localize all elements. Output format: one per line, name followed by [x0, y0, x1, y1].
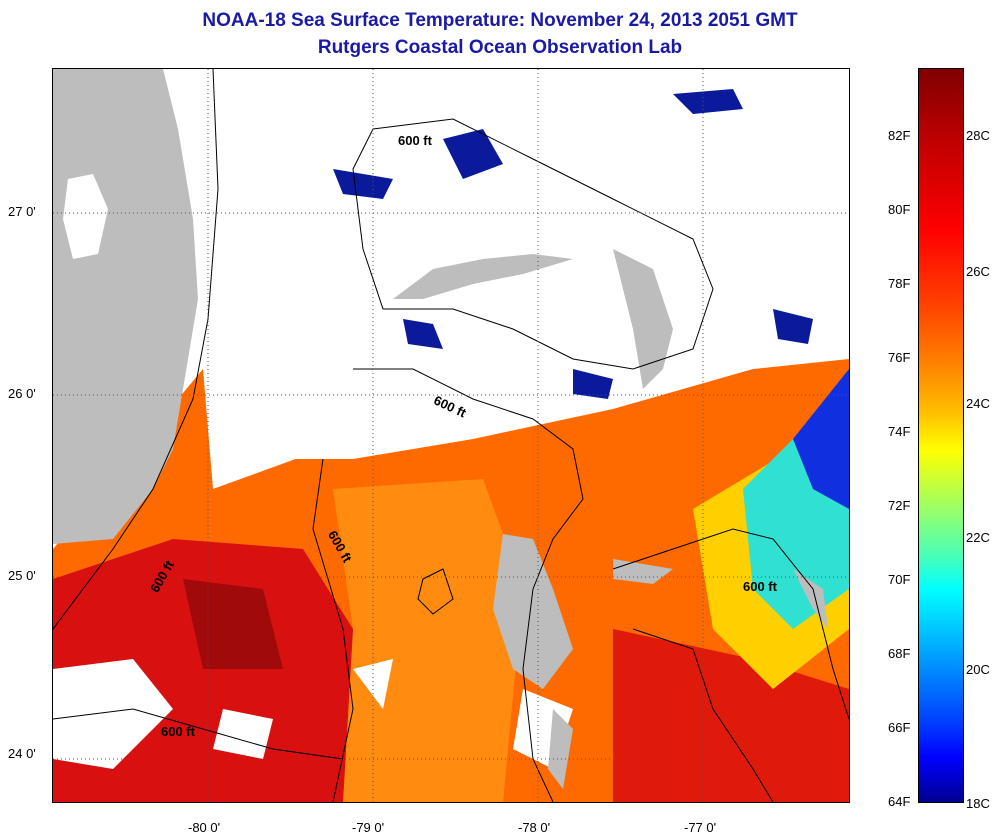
- colorbar-c-label: 20C: [966, 662, 990, 677]
- colorbar-f-label: 72F: [888, 498, 911, 513]
- latitude-label: 24 0': [8, 746, 36, 761]
- colorbar-f-label: 78F: [888, 276, 911, 291]
- sst-map-graphic: [53, 69, 849, 802]
- warm-water-band: [333, 479, 523, 802]
- map-title: NOAA-18 Sea Surface Temperature: Novembe…: [202, 10, 798, 31]
- contour-label: 600 ft: [743, 579, 777, 594]
- map-subtitle: Rutgers Coastal Ocean Observation Lab: [317, 37, 683, 58]
- colorbar-c-label: 24C: [966, 396, 990, 411]
- contour-label: 600 ft: [398, 133, 432, 148]
- lake-okeechobee: [63, 174, 108, 259]
- temperature-colorbar: [918, 68, 964, 803]
- longitude-label: -77 0': [684, 820, 717, 835]
- colorbar-f-label: 66F: [888, 720, 911, 735]
- contour-label: 600 ft: [161, 724, 195, 739]
- colorbar-f-label: 82F: [888, 128, 911, 143]
- latitude-label: 27 0': [8, 204, 36, 219]
- colorbar-f-label: 64F: [888, 794, 911, 809]
- cold-water-blue: [793, 369, 849, 509]
- colorbar-f-label: 76F: [888, 350, 911, 365]
- eleuthera-land: [613, 559, 673, 584]
- abaco-land: [613, 249, 673, 389]
- longitude-label: -79 0': [352, 820, 385, 835]
- cold-pixel-clusters: [63, 89, 813, 399]
- cloud-patches-south: [53, 659, 573, 769]
- colorbar-f-label: 68F: [888, 646, 911, 661]
- colorbar-c-label: 18C: [966, 796, 990, 811]
- colorbar-c-label: 28C: [966, 128, 990, 143]
- coordinate-grid: [53, 69, 849, 802]
- colorbar-c-label: 22C: [966, 530, 990, 545]
- latitude-label: 25 0': [8, 568, 36, 583]
- depth-contours: [53, 69, 849, 802]
- andros-land: [493, 534, 573, 689]
- colorbar-f-label: 80F: [888, 202, 911, 217]
- colorbar-f-label: 74F: [888, 424, 911, 439]
- exuma-land: [548, 709, 573, 789]
- colorbar-f-label: 70F: [888, 572, 911, 587]
- longitude-label: -78 0': [518, 820, 551, 835]
- latitude-label: 26 0': [8, 386, 36, 401]
- longitude-label: -80 0': [188, 820, 221, 835]
- sst-map: 600 ft 600 ft 600 ft 600 ft 600 ft 600 f…: [52, 68, 850, 803]
- colorbar-c-label: 26C: [966, 264, 990, 279]
- grand-bahama-land: [393, 254, 573, 299]
